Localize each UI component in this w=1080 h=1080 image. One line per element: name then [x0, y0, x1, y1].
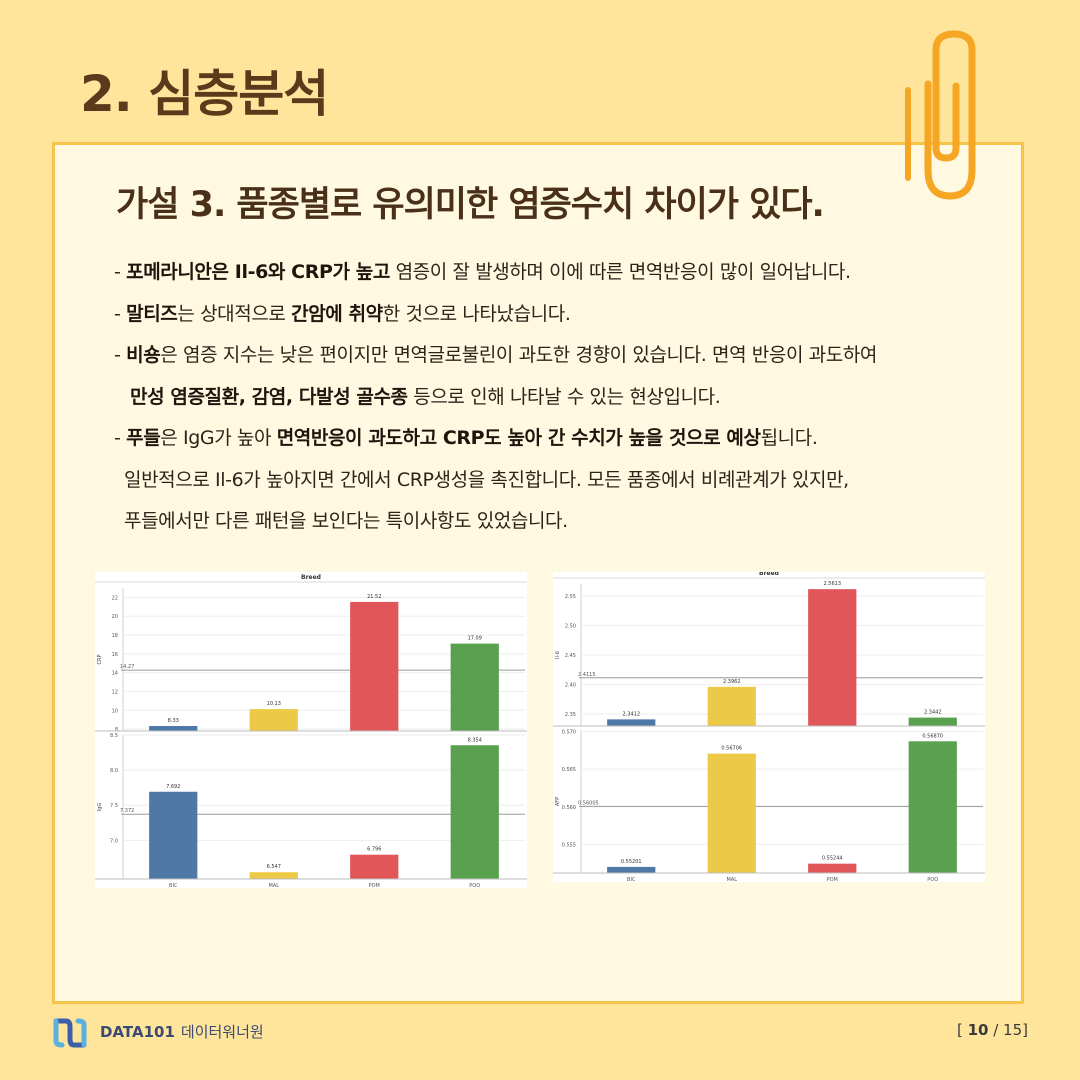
y-tick-label: 8.0: [110, 768, 118, 774]
bar: [450, 643, 499, 731]
chart-crp-igg-svg: Breed 8 10 12 14 16 18 20 22 CRP 14.27 8.33 10.13 21.…: [95, 574, 527, 888]
bullet-pomeranian: - 포메라니안은 Il-6와 CRP가 높고 염증이 잘 발생하며 이에 따른 …: [114, 261, 851, 283]
reference-label: 2.4115: [578, 672, 596, 678]
data-label: 0.55244: [822, 856, 843, 862]
bar: [908, 741, 957, 873]
x-tick-label: BIC: [627, 877, 636, 882]
chart-title: Breed: [759, 572, 779, 577]
y-tick-label: 7.0: [110, 838, 118, 844]
page-number: [ 10 / 15]: [956, 1021, 1028, 1039]
data-label: 0.56870: [922, 733, 943, 739]
y-tick-label: 22: [112, 595, 118, 601]
data-label: 0.55201: [621, 859, 642, 865]
hypothesis-title: 가설 3. 품종별로 유의미한 염증수치 차이가 있다.: [116, 185, 825, 225]
y-tick-label: 14: [112, 671, 118, 677]
bar: [607, 719, 656, 726]
y-tick-label: 2.55: [565, 594, 576, 600]
x-tick-label: POM: [369, 883, 380, 888]
reference-label: 7.372: [120, 808, 134, 814]
bullet-poodle: - 푸들은 IgG가 높아 면역반응이 과도하고 CRP도 높아 간 수치가 높…: [114, 427, 818, 449]
bar: [707, 686, 756, 726]
chart-title: Breed: [301, 574, 321, 581]
y-tick-label: 0.565: [562, 767, 576, 773]
bar: [350, 601, 399, 731]
y-axis-label: Il-6: [555, 651, 561, 659]
y-tick-label: 8.5: [110, 733, 118, 739]
chart-il6-afp-svg: Breed 2.35 2.40 2.45 2.50 2.55 Il-6 2.4115 2.341…: [553, 572, 985, 882]
data101-logo-icon: [53, 1018, 87, 1048]
bar: [808, 863, 857, 873]
y-tick-label: 10: [112, 708, 118, 714]
y-tick-label: 18: [112, 633, 118, 639]
y-tick-label: 20: [112, 614, 118, 620]
y-axis-label: AFP: [555, 797, 561, 806]
bullet-bichon-cont: 만성 염증질환, 감염, 다발성 골수종 등으로 인해 나타날 수 있는 현상입…: [130, 385, 721, 408]
x-tick-label: BIC: [169, 883, 178, 888]
bar: [249, 709, 298, 731]
x-tick-label: POO: [927, 877, 938, 882]
data-label: 2.3442: [924, 710, 942, 716]
y-axis-label: IgG: [97, 803, 103, 812]
paperclip-icon: [905, 30, 976, 200]
y-tick-label: 2.45: [565, 653, 576, 659]
bar: [607, 866, 656, 873]
y-tick-label: 0.560: [562, 805, 576, 811]
data-label: 6.547: [267, 864, 281, 870]
y-tick-label: 12: [112, 689, 118, 695]
y-tick-label: 7.5: [110, 803, 118, 809]
bar: [149, 726, 198, 731]
footer-org: 데이터워너원: [180, 1023, 264, 1041]
data-label: 6.796: [367, 847, 381, 853]
data-label: 21.52: [367, 594, 381, 600]
x-tick-label: MAL: [268, 883, 279, 888]
bar: [908, 717, 957, 726]
bullet-maltese: - 말티즈는 상대적으로 간암에 취약한 것으로 나타났습니다.: [114, 302, 571, 325]
reference-label: 0.56005: [578, 800, 599, 806]
bullet-poodle-cont-1: 일반적으로 Il-6가 높아지면 간에서 CRP생성을 촉진합니다. 모든 품종…: [124, 468, 849, 491]
bullet-poodle-cont-2: 푸들에서만 다른 패턴을 보인다는 특이사항도 있었습니다.: [124, 510, 568, 532]
bullet-bichon: - 비숑은 염증 지수는 낮은 편이지만 면역글로불린이 과도한 경향이 있습니…: [114, 344, 877, 366]
bar: [450, 745, 499, 879]
data-label: 2.3412: [623, 711, 641, 717]
chart-il6-afp: Breed 2.35 2.40 2.45 2.50 2.55 Il-6 2.4115 2.341…: [553, 572, 985, 882]
bar: [249, 872, 298, 879]
data-label: 2.3962: [723, 679, 741, 685]
x-tick-label: MAL: [726, 877, 737, 882]
y-tick-label: 2.35: [565, 712, 576, 718]
chart-crp-igg: Breed 8 10 12 14 16 18 20 22 CRP 14.27 8.33 10.13 21.…: [95, 572, 527, 888]
data-label: 0.56706: [721, 746, 742, 752]
data-label: 7.692: [166, 784, 180, 790]
y-tick-label: 16: [112, 652, 118, 658]
x-tick-label: POM: [827, 877, 838, 882]
reference-label: 14.27: [120, 664, 134, 670]
y-tick-label: 2.50: [565, 623, 576, 629]
bar: [808, 589, 857, 726]
bullet-list: - 포메라니안은 Il-6와 CRP가 높고 염증이 잘 발생하며 이에 따른 …: [114, 252, 1014, 543]
footer-brand: DATA101 데이터워너원: [100, 1023, 264, 1041]
y-tick-label: 0.570: [562, 730, 576, 736]
y-tick-label: 8: [115, 727, 118, 733]
data-label: 8.33: [168, 718, 179, 724]
data-label: 2.5613: [824, 581, 842, 587]
data-label: 10.13: [267, 701, 281, 707]
data-label: 8.354: [468, 737, 482, 743]
y-axis-label: CRP: [97, 655, 103, 665]
y-tick-label: 2.40: [565, 683, 576, 689]
data-label: 17.09: [468, 636, 482, 642]
page-title: 2. 심층분석: [80, 65, 329, 123]
bar: [350, 854, 399, 879]
bar: [707, 753, 756, 873]
bar: [149, 791, 198, 879]
y-tick-label: 0.555: [562, 842, 576, 848]
x-tick-label: POO: [469, 883, 480, 888]
